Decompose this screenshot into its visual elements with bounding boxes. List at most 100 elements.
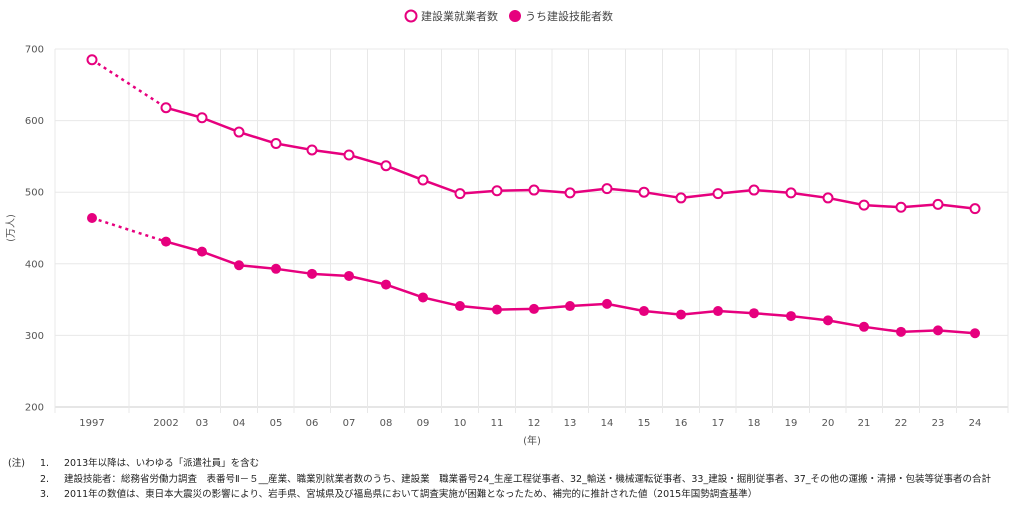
footnote-number: 1. (40, 458, 50, 469)
x-tick-label: 22 (895, 418, 908, 429)
data-point[interactable] (160, 102, 172, 114)
series-skilled-workers (87, 212, 980, 339)
data-point[interactable] (344, 270, 354, 281)
data-point[interactable] (234, 260, 244, 271)
x-tick-label: 12 (528, 418, 541, 429)
data-point[interactable] (712, 188, 724, 200)
x-tick-label: 20 (822, 418, 835, 429)
footnote-number: 3. (40, 489, 50, 500)
data-point[interactable] (895, 201, 907, 213)
data-point[interactable] (859, 321, 869, 332)
series-total-workers (86, 54, 981, 215)
data-point[interactable] (197, 246, 207, 257)
data-point[interactable] (418, 292, 428, 303)
y-axis: 700 600 500 400 300 200 (25, 45, 44, 414)
data-point[interactable] (454, 188, 466, 200)
data-point[interactable] (306, 144, 318, 156)
data-point[interactable] (932, 198, 944, 210)
x-axis: 1997 2002 03 04 05 06 07 08 09 10 11 12 13 14 15 16 17 18… (79, 418, 981, 429)
legend: 建設業就業者数 うち建設技能者数 (404, 9, 613, 23)
y-tick-label: 400 (25, 259, 44, 270)
line-chart: 建設業就業者数 うち建設技能者数 700 600 500 400 300 200 (万人)… (5, 9, 1009, 447)
data-point[interactable] (601, 183, 613, 195)
data-point[interactable] (271, 263, 281, 274)
x-tick-label: 09 (417, 418, 430, 429)
legend-label-skilled-workers: うち建設技能者数 (525, 9, 613, 23)
data-point[interactable] (749, 308, 759, 319)
data-point[interactable] (786, 311, 796, 322)
data-point[interactable] (307, 268, 317, 279)
data-point[interactable] (858, 199, 870, 211)
data-point[interactable] (639, 306, 649, 317)
y-axis-title: (万人) (5, 214, 17, 242)
data-point[interactable] (270, 138, 282, 150)
data-point[interactable] (713, 306, 723, 317)
y-tick-label: 600 (25, 116, 44, 127)
x-tick-label: 10 (454, 418, 467, 429)
data-point[interactable] (491, 185, 503, 197)
x-tick-label: 2002 (153, 418, 178, 429)
data-point[interactable] (381, 279, 391, 290)
data-point[interactable] (529, 303, 539, 314)
data-point[interactable] (196, 112, 208, 124)
legend-label-total-workers: 建設業就業者数 (421, 9, 498, 23)
footnote-text: 建設技能者：総務省労働力調査 表番号Ⅱ－５__産業、職業別就業者数のうち、建設業… (64, 473, 992, 485)
x-tick-label: 15 (638, 418, 651, 429)
x-tick-label: 13 (564, 418, 577, 429)
x-tick-label: 07 (343, 418, 356, 429)
data-point[interactable] (233, 126, 245, 138)
x-tick-label: 18 (748, 418, 761, 429)
x-tick-label: 05 (270, 418, 283, 429)
data-point[interactable] (565, 301, 575, 312)
data-point[interactable] (638, 186, 650, 198)
data-point[interactable] (969, 203, 981, 215)
series-group (86, 54, 981, 339)
data-point[interactable] (417, 174, 429, 186)
x-tick-label: 23 (932, 418, 945, 429)
data-point[interactable] (823, 315, 833, 326)
data-point[interactable] (676, 309, 686, 320)
x-tick-label: 11 (491, 418, 504, 429)
y-tick-label: 300 (25, 331, 44, 342)
data-point[interactable] (602, 298, 612, 309)
data-point[interactable] (87, 212, 97, 223)
data-point[interactable] (822, 192, 834, 204)
data-point[interactable] (455, 301, 465, 312)
footnotes: (注) 1. 2013年以降は、いわゆる「派遣社員」を含む 2. 建設技能者：総… (8, 456, 1018, 503)
footnote-1: (注) 1. 2013年以降は、いわゆる「派遣社員」を含む (8, 456, 1018, 472)
x-tick-label: 24 (969, 418, 982, 429)
footnote-text: 2011年の数値は、東日本大震災の影響により、岩手県、宮城県及び福島県において調… (64, 489, 758, 500)
x-tick-label: 1997 (79, 418, 104, 429)
data-point[interactable] (528, 184, 540, 196)
footnote-text: 2013年以降は、いわゆる「派遣社員」を含む (64, 458, 260, 469)
data-point[interactable] (380, 160, 392, 172)
y-tick-label: 500 (25, 188, 44, 199)
series-line-dotted (91, 216, 167, 243)
data-point[interactable] (343, 149, 355, 161)
x-tick-label: 03 (196, 418, 209, 429)
x-tick-label: 14 (601, 418, 614, 429)
legend-item-skilled-workers[interactable]: うち建設技能者数 (509, 9, 613, 23)
x-tick-label: 21 (858, 418, 871, 429)
x-axis-title: (年) (523, 434, 541, 447)
data-point[interactable] (933, 325, 943, 336)
legend-marker-filled-icon (509, 10, 521, 22)
footnote-lead: (注) (8, 458, 25, 469)
data-point[interactable] (161, 236, 171, 247)
data-point[interactable] (970, 328, 980, 339)
x-tick-label: 04 (233, 418, 246, 429)
series-line (165, 240, 976, 335)
data-point[interactable] (492, 304, 502, 315)
x-tick-label: 16 (675, 418, 688, 429)
footnote-number: 2. (40, 473, 50, 485)
x-tick-label: 06 (306, 418, 319, 429)
data-point[interactable] (564, 187, 576, 199)
y-tick-label: 200 (25, 403, 44, 414)
data-point[interactable] (785, 187, 797, 199)
data-point[interactable] (748, 184, 760, 196)
data-point[interactable] (675, 192, 687, 204)
legend-item-total-workers[interactable]: 建設業就業者数 (404, 9, 499, 23)
data-point[interactable] (896, 326, 906, 337)
data-point[interactable] (86, 54, 98, 66)
legend-marker-hollow-icon (404, 9, 418, 23)
